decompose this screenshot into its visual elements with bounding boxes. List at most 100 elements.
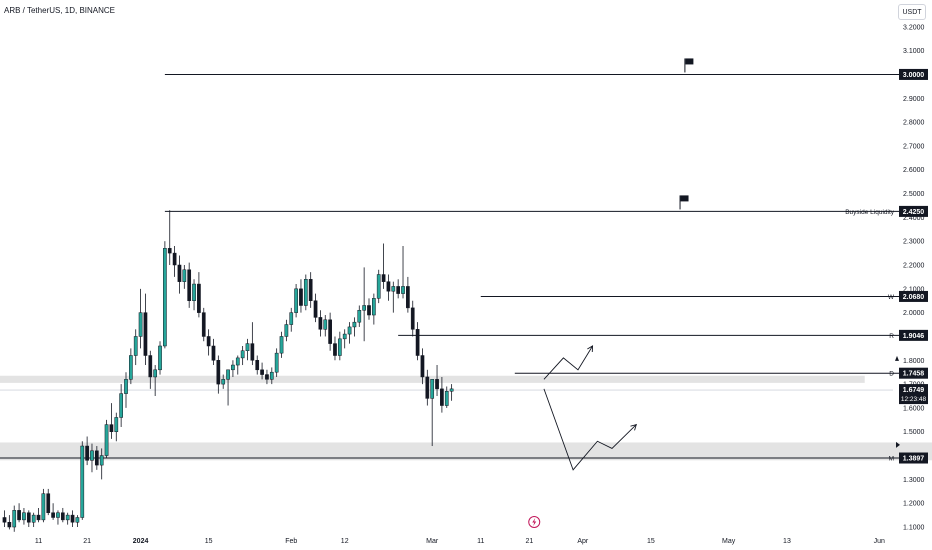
candle-body [90,450,94,461]
level-label: W [888,294,895,301]
x-tick-label: Mar [426,538,439,545]
candle-body [31,514,36,523]
price-tag-text: 1.9046 [903,333,925,340]
candle-body [381,274,386,282]
y-tick-label: 2.3000 [903,239,925,246]
candle-body [406,286,410,309]
level-label: D [889,371,894,378]
x-tick-label: Feb [285,538,297,545]
price-tag-text: 1.7458 [903,371,925,378]
flag-icon [679,195,689,210]
price-tag-2.4250: 2.4250 [899,205,928,217]
x-axis[interactable]: 1121202415Feb12Mar1121Apr15May13Jun17 [35,538,932,545]
candle-body [231,364,235,371]
candle-body [104,424,109,456]
candle-body [221,379,226,385]
level-label: M [889,456,894,463]
current-price-tag: 1.6749 12:23:48 [899,384,928,405]
candle-body [211,345,216,361]
y-tick-label: 1.2000 [903,501,925,508]
candle-body [440,388,444,406]
candle-body [70,514,75,523]
y-tick-label: 2.7000 [903,143,925,150]
scenarios-layer [543,345,637,471]
x-tick-label: Jun [874,538,885,545]
x-tick-label: 15 [205,538,213,545]
x-tick-label: 21 [83,538,91,545]
currency-button[interactable]: USDT [898,4,926,20]
price-tag-text: 2.4250 [903,209,925,216]
price-tag-text: 2.0680 [903,294,925,301]
candle-body [124,379,128,394]
right-arrow-marker-icon [896,441,900,448]
candle-body [133,336,138,356]
x-tick-label: Apr [577,538,589,545]
candle-body [2,517,7,523]
candle-body [206,336,211,347]
candle-body [94,450,99,466]
candle-body [240,350,245,359]
candle-body [318,317,323,330]
zones-layer [0,375,932,461]
x-tick-label: 21 [525,538,533,545]
x-tick-label: 11 [477,538,484,545]
price-tag-1.3897: 1.3897 [899,452,928,464]
candle-body [148,355,153,378]
lightning-icon[interactable] [528,516,541,528]
candle-body [129,355,133,380]
candle-body [167,248,172,254]
candle-body [352,321,357,328]
candle-body [430,379,435,399]
candle-body [143,312,148,356]
level-label: R [889,333,894,340]
candle-body [391,286,396,292]
candle-body [245,343,250,352]
candle-body [274,352,279,373]
candle-body [328,319,332,344]
candle-body [294,288,298,313]
candle-body [435,379,439,390]
candle-body [410,307,415,330]
candle-body [60,512,65,521]
candle-body [226,369,230,380]
candle-body [85,445,89,461]
candle-body [7,522,12,528]
candle-body [401,286,405,294]
y-tick-label: 1.5000 [903,429,925,436]
candle-body [46,493,51,513]
y-tick-label: 3.2000 [903,24,925,31]
candle-body [12,510,17,528]
y-tick-label: 2.1000 [903,286,925,293]
flag-icon [684,58,694,73]
level-label: Buyside Liquidity [845,209,895,216]
scenario-path-2[interactable] [543,388,637,471]
price-tag-1.7458: 1.7458 [899,367,928,379]
candle-body [386,281,391,292]
x-tick-label: May [722,538,736,545]
candle-body [337,338,342,356]
x-tick-label: 12 [341,538,349,545]
candle-body [26,512,31,523]
arrow-head-icon [630,423,637,431]
candle-body [415,329,420,356]
candle-body [235,357,240,366]
candle-body [284,324,289,337]
candle-body [41,493,46,521]
candle-body [56,512,60,518]
x-tick-label: 2024 [133,538,149,545]
candle-body [192,283,196,301]
up-arrow-marker-icon [895,355,899,361]
candle-body [303,279,308,306]
y-tick-label: 1.8000 [903,358,925,365]
candle-body [367,305,371,316]
price-tag-2.0680: 2.0680 [899,290,928,302]
candle-body [158,345,162,371]
candle-body [269,371,274,380]
y-tick-label: 2.5000 [903,191,925,198]
candle-body [425,376,430,399]
candle-body [449,388,454,392]
candles-layer [2,210,454,532]
y-tick-label: 2.0000 [903,310,925,317]
scenario-path-1[interactable] [543,345,593,380]
